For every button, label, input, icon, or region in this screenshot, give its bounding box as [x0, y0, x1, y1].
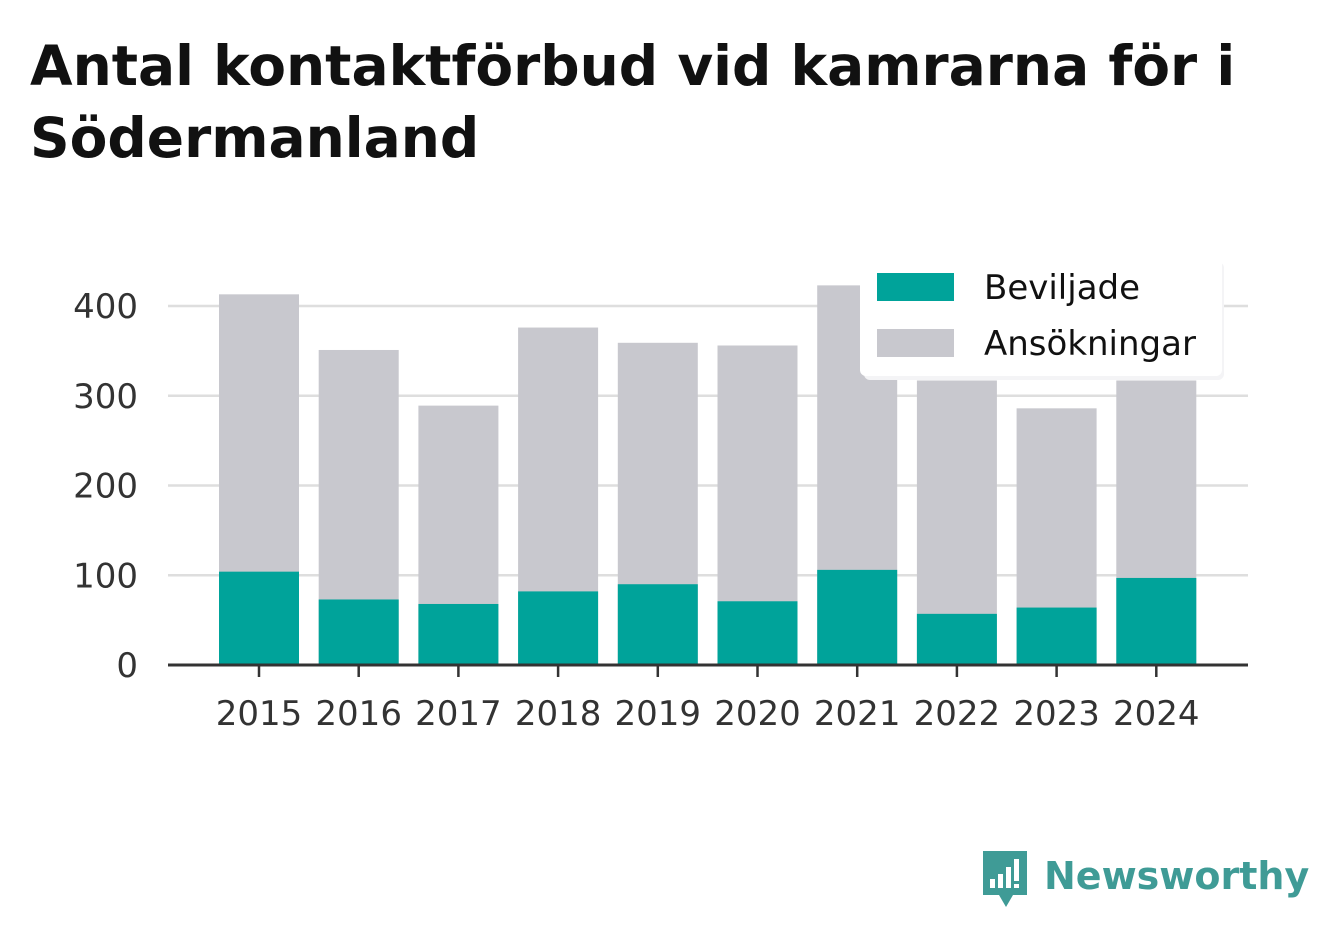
legend-label: Ansökningar [984, 324, 1196, 364]
y-tick-label: 200 [73, 467, 138, 507]
x-tick-label: 2016 [315, 694, 402, 734]
x-tick-label: 2018 [515, 694, 602, 734]
bar-beviljade [1116, 577, 1197, 665]
y-tick-label: 100 [73, 556, 138, 596]
bar-beviljade [717, 601, 798, 665]
x-tick-label: 2020 [714, 694, 801, 734]
legend-swatch [877, 273, 954, 301]
y-tick-label: 0 [116, 646, 138, 686]
legend-label: Beviljade [984, 268, 1140, 308]
legend-swatch [877, 329, 954, 357]
newsworthy-brand: Newsworthy [980, 848, 1309, 912]
x-tick-label: 2022 [914, 694, 1001, 734]
bar-beviljade [518, 591, 599, 665]
y-tick-label: 300 [73, 377, 138, 417]
bar-beviljade [1016, 607, 1097, 665]
brand-name: Newsworthy [1044, 854, 1310, 898]
x-tick-label: 2021 [814, 694, 901, 734]
bar-beviljade [617, 584, 698, 665]
x-tick-label: 2015 [216, 694, 303, 734]
newsworthy-logo-icon [983, 851, 1027, 907]
x-tick-label: 2017 [415, 694, 502, 734]
y-tick-label: 400 [73, 287, 138, 327]
bar-beviljade [219, 571, 299, 665]
bar-beviljade [418, 603, 499, 665]
x-tick-label: 2019 [615, 694, 702, 734]
bar-beviljade [916, 613, 997, 665]
x-tick-label: 2024 [1113, 694, 1200, 734]
bar-beviljade [817, 569, 898, 665]
x-tick-label: 2023 [1013, 694, 1100, 734]
chart-title: Antal kontaktförbud vid kamrarna för i S… [30, 34, 1236, 170]
bar-beviljade [318, 599, 399, 665]
